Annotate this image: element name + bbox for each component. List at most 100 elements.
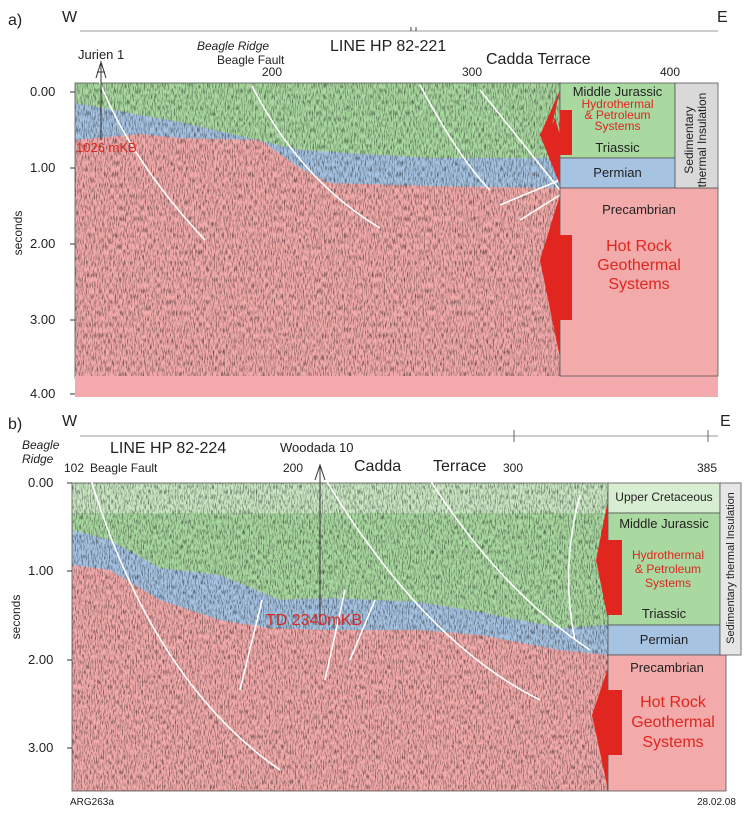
panel-b-fault-4 (567, 494, 581, 641)
panel-b-graphics (67, 430, 742, 792)
panel-b-fault-label: Beagle Fault (90, 461, 158, 475)
panel-b-col-insulation (719, 482, 742, 656)
panel-b-ytick-label-3: 3.00 (28, 740, 54, 755)
panel-a-arrow-hydro-bar (560, 110, 572, 155)
panel-b-arrow-hydro-bar (608, 540, 622, 615)
panel-a-label: a) (8, 12, 23, 29)
panel-a-col-insulation-label: Sedimentary thermal Insulation (682, 90, 709, 190)
panel-a-bottom-band (75, 376, 718, 397)
panel-b-well-name: Woodada 10 (280, 440, 354, 455)
panel-a-col-insulation-line-2: thermal Insulation (695, 92, 709, 188)
panel-a-col-hot: Hot Rock Geothermal Systems (560, 237, 718, 294)
panel-a-ytick-label-2: 2.00 (30, 236, 56, 251)
panel-b-col-insulation-label: Sedimentary thermal Insulation (725, 492, 737, 644)
panel-b-col-permian (607, 624, 721, 656)
panel-b-col-hydro-line-2: & Petroleum (634, 562, 702, 576)
panel-b-arrow-hot (592, 668, 608, 790)
panel-a-col-hydro-line-1: Hydrothermal (581, 97, 654, 111)
panel-a-col-hot-line-3: Systems (608, 276, 670, 293)
panel-a-ytick-label-3: 3.00 (30, 312, 56, 327)
panel-a-arrow-hot (540, 195, 560, 358)
panel-b-arrow-hot-bar (608, 690, 622, 755)
panel-a-well-derrick (95, 60, 107, 79)
panel-b-ytick-label-1: 1.00 (28, 563, 54, 578)
panel-b-fault-2 (319, 469, 541, 701)
panel-a-well-name: Jurien 1 (78, 47, 125, 62)
panel-b-fault-3 (429, 479, 591, 651)
panel-a-y-axis-label: seconds (11, 210, 25, 256)
panel-a-fault-label: Beagle Fault (217, 53, 285, 67)
panel-a-ytick-label-0: 0.00 (30, 84, 56, 99)
panel-a-fault-4 (479, 89, 561, 191)
panel-b-label: b) (8, 416, 23, 433)
panel-a-col-hydro-line-3: Systems (594, 119, 641, 133)
panel-a-col-hot-line-2: Geothermal (597, 257, 681, 274)
panel-a-graphics (70, 27, 719, 397)
panel-a-cdp-200: 200 (262, 65, 283, 79)
panel-a-seismic-texture (75, 83, 560, 378)
panel-a-line-name: LINE HP 82-221 (330, 38, 447, 55)
panel-b-west-label: W (62, 413, 78, 430)
panel-b-col-hydro-line-1: Hydrothermal (631, 548, 705, 562)
panel-a-col-hydro-line-2: & Petroleum (584, 108, 651, 122)
panel-a-ytick-label-1: 1.00 (30, 160, 56, 175)
panel-b-fault-7 (349, 599, 376, 661)
panel-a-col-permian (559, 157, 676, 189)
figure-id: ARG263a (70, 797, 114, 808)
panel-b-col-precambrian (607, 654, 727, 792)
panel-b-cdp-200: 200 (283, 461, 304, 475)
panel-b-col-hot-line-2: Geothermal (631, 714, 715, 731)
panel-a-west-label: W (62, 9, 78, 26)
panel-b-col-upper-cretaceous: Upper Cretaceous (615, 490, 713, 504)
panel-b-ytick-label-0: 0.00 (28, 475, 54, 490)
panel-b-terrace-label-2: Terrace (433, 458, 487, 475)
panel-b-col-jurassic (607, 512, 721, 626)
panel-a-cdp-300: 300 (462, 65, 483, 79)
panel-a-col-hydro: Hydrothermal & Petroleum Systems (560, 97, 675, 133)
panel-a-col-insulation (674, 82, 719, 189)
panel-a-east-label: E (717, 9, 728, 26)
panel-b-col-hydro: Hydrothermal & Petroleum Systems (608, 548, 728, 590)
panel-a-col-triassic: Triassic (595, 140, 640, 155)
panel-b-ytick-label-2: 2.00 (28, 652, 54, 667)
panel-b-col-hot-line-3: Systems (642, 734, 704, 751)
panel-a-terrace-label: Cadda Terrace (486, 51, 591, 68)
panel-b-arrow-hydro (596, 500, 608, 620)
panel-a-fault-3 (419, 84, 491, 191)
panel-b-col-hot: Hot Rock Geothermal Systems (608, 693, 738, 753)
panel-b-col-hot-line-1: Hot Rock (640, 694, 706, 711)
panel-b-col-triassic: Triassic (641, 606, 687, 621)
panel-a-depth-label: 1026 mKB (76, 140, 137, 155)
panel-b-well-derrick (314, 463, 326, 481)
panel-b-col-cretaceous (607, 482, 721, 514)
panel-a-cdp-400: 400 (660, 65, 681, 79)
panel-b-cdp-300: 300 (503, 461, 524, 475)
panel-b-fault-1 (87, 469, 281, 771)
figure-date: 28.02.08 (697, 797, 736, 808)
panel-b-col-precambrian-label: Precambrian (630, 660, 704, 675)
panel-a-arrow-hot-bar (560, 235, 572, 320)
panel-b-seismic-texture (72, 483, 608, 791)
panel-b-cdp-385: 385 (697, 461, 718, 475)
panel-b-y-axis-label: seconds (9, 594, 23, 640)
panel-a-arrow-hydro (540, 90, 560, 185)
panel-b-ridge-label-2: Ridge (22, 452, 54, 466)
panel-a-fault-6 (519, 194, 561, 221)
panel-a-col-sediments (559, 82, 676, 159)
panel-b-depth-label: TD 2340mKB (266, 612, 363, 629)
panel-a-ytick-label-4: 4.00 (30, 386, 56, 401)
panel-b-terrace-label-1: Cadda (354, 458, 402, 475)
panel-a-fault-2 (251, 85, 381, 229)
panel-a-ridge-label: Beagle Ridge (197, 39, 270, 53)
panel-b-ridge-label-1: Beagle (22, 438, 60, 452)
panel-b-east-label: E (720, 413, 731, 430)
panel-a-col-permian-label: Permian (593, 165, 642, 180)
panel-b-fault-6 (324, 589, 346, 681)
panel-b-col-permian-label: Permian (639, 632, 689, 647)
panel-a-col-precambrian (559, 187, 719, 377)
panel-b-cdp-102: 102 (64, 461, 85, 475)
panel-b-col-middle-jurassic: Middle Jurassic (619, 516, 709, 531)
panel-b-col-hydro-line-3: Systems (644, 576, 691, 590)
panel-a-col-middle-jurassic: Middle Jurassic (572, 84, 663, 99)
